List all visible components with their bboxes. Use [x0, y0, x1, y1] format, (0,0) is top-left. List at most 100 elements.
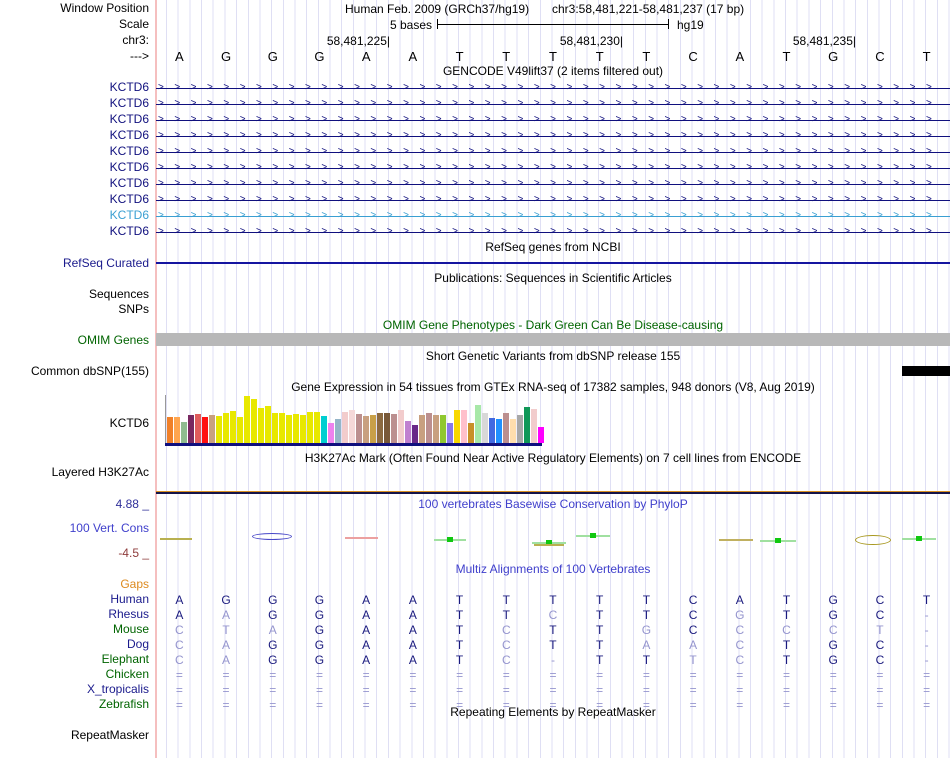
gencode-gene-row[interactable]: >>>>>>>>>>>>>>>>>>>>>>>>>>>>>>>>>>>>>>>>… [156, 176, 950, 192]
gtex-tissue-bar[interactable] [279, 413, 285, 443]
gtex-tissue-bar[interactable] [293, 414, 299, 443]
multiz-species-label[interactable]: Gaps [120, 577, 149, 591]
gtex-tissue-bar[interactable] [468, 423, 474, 443]
gtex-tissue-bar[interactable] [286, 415, 292, 443]
multiz-species-label[interactable]: X_tropicalis [86, 682, 149, 696]
gtex-tissue-bar[interactable] [349, 410, 355, 443]
gtex-tissue-bar[interactable] [174, 417, 180, 443]
gtex-tissue-bar[interactable] [251, 399, 257, 443]
strand-arrow-label[interactable]: ---> [130, 49, 149, 63]
gencode-gene-label[interactable]: KCTD6 [109, 144, 149, 158]
gtex-gene-label[interactable]: KCTD6 [109, 416, 149, 430]
gtex-tissue-bar[interactable] [489, 418, 495, 443]
gtex-tissue-bar[interactable] [335, 419, 341, 443]
gencode-gene-row[interactable]: >>>>>>>>>>>>>>>>>>>>>>>>>>>>>>>>>>>>>>>>… [156, 128, 950, 144]
gencode-gene-label[interactable]: KCTD6 [109, 192, 149, 206]
gtex-tissue-bar[interactable] [321, 416, 327, 443]
gtex-tissue-bar[interactable] [447, 423, 453, 443]
gencode-gene-row[interactable]: >>>>>>>>>>>>>>>>>>>>>>>>>>>>>>>>>>>>>>>>… [156, 144, 950, 160]
gtex-tissue-bar[interactable] [202, 417, 208, 443]
gtex-tissue-bar[interactable] [244, 396, 250, 443]
multiz-species-label[interactable]: Elephant [101, 652, 149, 666]
gencode-gene-row[interactable]: >>>>>>>>>>>>>>>>>>>>>>>>>>>>>>>>>>>>>>>>… [156, 80, 950, 96]
gtex-tissue-bar[interactable] [223, 413, 229, 443]
gencode-gene-label[interactable]: KCTD6 [109, 96, 149, 110]
publications-snps-label[interactable]: SNPs [118, 302, 149, 316]
gtex-tissue-bar[interactable] [538, 427, 544, 443]
gtex-tissue-bar[interactable] [314, 412, 320, 443]
multiz-species-label[interactable]: Mouse [112, 622, 149, 636]
gtex-tissue-bar[interactable] [524, 407, 530, 443]
gtex-tissue-bar[interactable] [272, 413, 278, 443]
publications-sequences-label[interactable]: Sequences [88, 287, 149, 301]
dbsnp-track-label[interactable]: Common dbSNP(155) [30, 364, 149, 378]
gtex-tissue-bar[interactable] [209, 415, 215, 443]
multiz-alignment-row[interactable]: = = = = = = = = = = = = = = = = = [156, 683, 950, 698]
gtex-tissue-bar[interactable] [188, 415, 194, 443]
gtex-tissue-bar[interactable] [328, 423, 334, 443]
gencode-gene-label[interactable]: KCTD6 [109, 224, 149, 238]
gtex-tissue-bar[interactable] [167, 417, 173, 443]
gtex-tissue-bar[interactable] [433, 415, 439, 443]
gencode-gene-label[interactable]: KCTD6 [109, 208, 149, 222]
gencode-gene-label[interactable]: KCTD6 [109, 176, 149, 190]
gtex-tissue-bar[interactable] [300, 415, 306, 443]
gtex-tissue-bar[interactable] [412, 425, 418, 443]
multiz-species-label[interactable]: Zebrafish [98, 697, 149, 711]
gencode-gene-row[interactable]: >>>>>>>>>>>>>>>>>>>>>>>>>>>>>>>>>>>>>>>>… [156, 160, 950, 176]
gtex-tissue-bar[interactable] [230, 411, 236, 443]
gtex-tissue-bar[interactable] [482, 413, 488, 443]
gtex-tissue-bar[interactable] [426, 413, 432, 443]
gencode-gene-row[interactable]: >>>>>>>>>>>>>>>>>>>>>>>>>>>>>>>>>>>>>>>>… [156, 224, 950, 240]
gtex-expression-bars[interactable] [167, 395, 547, 443]
multiz-species-label[interactable]: Dog [126, 637, 149, 651]
phylop-track-label[interactable]: 100 Vert. Cons [69, 521, 149, 535]
refseq-curated-gene-bar[interactable] [156, 262, 950, 264]
gtex-tissue-bar[interactable] [265, 406, 271, 443]
gencode-gene-row[interactable]: >>>>>>>>>>>>>>>>>>>>>>>>>>>>>>>>>>>>>>>>… [156, 192, 950, 208]
gtex-tissue-bar[interactable] [398, 410, 404, 443]
omim-genes-label[interactable]: OMIM Genes [77, 333, 149, 347]
gtex-tissue-bar[interactable] [356, 414, 362, 443]
gencode-gene-label[interactable]: KCTD6 [109, 160, 149, 174]
h3k27ac-track-label[interactable]: Layered H3K27Ac [51, 465, 149, 479]
gtex-tissue-bar[interactable] [405, 421, 411, 443]
gtex-tissue-bar[interactable] [342, 412, 348, 443]
gtex-tissue-bar[interactable] [496, 419, 502, 443]
gencode-gene-label[interactable]: KCTD6 [109, 112, 149, 126]
multiz-species-label[interactable]: Chicken [105, 667, 149, 681]
gtex-tissue-bar[interactable] [307, 412, 313, 443]
gencode-gene-row[interactable]: >>>>>>>>>>>>>>>>>>>>>>>>>>>>>>>>>>>>>>>>… [156, 96, 950, 112]
gtex-tissue-bar[interactable] [237, 417, 243, 443]
omim-gene-bar[interactable] [156, 333, 950, 346]
gtex-tissue-bar[interactable] [216, 416, 222, 443]
gtex-tissue-bar[interactable] [363, 416, 369, 443]
gtex-tissue-bar[interactable] [195, 414, 201, 443]
gencode-gene-row[interactable]: >>>>>>>>>>>>>>>>>>>>>>>>>>>>>>>>>>>>>>>>… [156, 112, 950, 128]
gtex-tissue-bar[interactable] [181, 422, 187, 443]
gtex-tissue-bar[interactable] [475, 405, 481, 443]
gtex-tissue-bar[interactable] [377, 413, 383, 443]
multiz-species-label[interactable]: Human [110, 592, 149, 606]
gencode-gene-label[interactable]: KCTD6 [109, 80, 149, 94]
gencode-gene-label[interactable]: KCTD6 [109, 128, 149, 142]
gtex-tissue-bar[interactable] [510, 419, 516, 443]
multiz-species-label[interactable]: Rhesus [108, 607, 149, 621]
refseq-curated-label[interactable]: RefSeq Curated [62, 256, 149, 270]
gtex-tissue-bar[interactable] [503, 413, 509, 443]
gtex-tissue-bar[interactable] [454, 410, 460, 443]
multiz-alignment-row[interactable]: = = = = = = = = = = = = = = = = = [156, 668, 950, 683]
multiz-alignment-row[interactable]: = = = = = = = = = = = = = = = = = [156, 698, 950, 713]
gtex-tissue-bar[interactable] [384, 413, 390, 443]
gtex-tissue-bar[interactable] [531, 409, 537, 443]
gtex-tissue-bar[interactable] [419, 415, 425, 443]
dbsnp-variant-bar[interactable] [902, 366, 950, 376]
gtex-tissue-bar[interactable] [517, 415, 523, 443]
gtex-tissue-bar[interactable] [370, 415, 376, 443]
